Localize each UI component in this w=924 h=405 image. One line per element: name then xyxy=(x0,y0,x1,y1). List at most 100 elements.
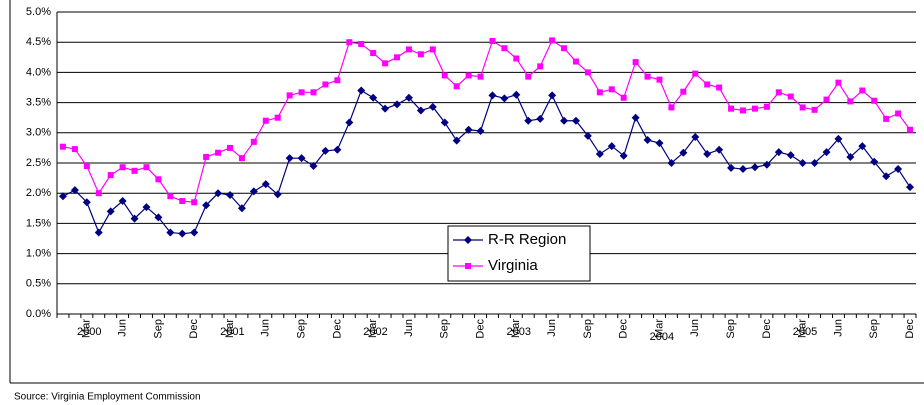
data-point xyxy=(214,189,223,198)
data-point xyxy=(847,98,854,105)
data-point xyxy=(680,88,687,95)
data-point xyxy=(572,58,579,65)
x-tick-label: Sep xyxy=(439,319,451,339)
data-point xyxy=(358,41,365,48)
data-point xyxy=(643,136,652,145)
data-point xyxy=(751,105,758,112)
data-point xyxy=(285,154,294,163)
data-point xyxy=(500,94,509,103)
data-point xyxy=(393,100,402,109)
data-point xyxy=(798,159,807,167)
data-point xyxy=(739,165,748,174)
data-point xyxy=(775,89,782,96)
data-point xyxy=(179,198,186,205)
data-point xyxy=(763,103,770,110)
x-tick-label: Mar xyxy=(653,319,665,338)
data-point xyxy=(786,151,795,160)
data-point xyxy=(607,142,616,151)
data-point xyxy=(656,76,663,83)
data-point xyxy=(309,162,318,171)
data-point xyxy=(95,190,102,197)
data-point xyxy=(513,55,520,62)
x-tick-label: Sep xyxy=(582,319,594,339)
data-point xyxy=(297,154,306,163)
x-tick-label: Jun xyxy=(689,319,701,337)
legend-label: Virginia xyxy=(488,257,538,274)
data-point xyxy=(58,192,67,201)
data-point xyxy=(381,104,390,113)
x-tick-label: Mar xyxy=(81,319,93,338)
x-tick-label: Sep xyxy=(725,319,737,339)
data-point xyxy=(774,148,783,157)
data-point xyxy=(561,45,568,52)
x-tick-label: Mar xyxy=(510,319,522,338)
data-point xyxy=(464,125,473,134)
data-point xyxy=(334,77,341,84)
data-point xyxy=(692,70,699,77)
x-tick-label: Dec xyxy=(474,319,486,339)
data-point xyxy=(571,116,580,125)
data-point xyxy=(70,186,79,195)
data-point xyxy=(441,72,448,79)
x-tick-label: Sep xyxy=(868,319,880,339)
data-point xyxy=(298,89,305,96)
data-point xyxy=(394,54,401,61)
data-point xyxy=(417,51,424,58)
data-point xyxy=(429,46,436,53)
y-tick-label: 1.5% xyxy=(26,217,51,229)
x-tick-label: Jun xyxy=(832,319,844,337)
data-point xyxy=(596,89,603,96)
data-point xyxy=(107,172,114,179)
data-point xyxy=(382,60,389,67)
data-point xyxy=(882,172,891,181)
data-point xyxy=(310,89,317,96)
data-point xyxy=(716,84,723,91)
data-point xyxy=(595,149,604,158)
data-point xyxy=(703,149,712,158)
data-point xyxy=(237,204,246,213)
data-point xyxy=(405,46,412,53)
data-point xyxy=(489,37,496,44)
data-point xyxy=(537,63,544,70)
data-point xyxy=(453,83,460,90)
data-point xyxy=(883,115,890,122)
data-point xyxy=(131,167,138,174)
x-tick-label: Mar xyxy=(367,319,379,338)
data-point xyxy=(620,94,627,101)
x-tick-label: Sep xyxy=(295,319,307,339)
year-label: 2000 xyxy=(77,326,101,338)
data-point xyxy=(799,104,806,111)
data-point xyxy=(608,86,615,93)
data-point xyxy=(895,110,902,117)
x-tick-label: Dec xyxy=(188,319,200,339)
data-point xyxy=(286,92,293,99)
data-point xyxy=(548,91,557,100)
data-point xyxy=(119,164,126,171)
data-point xyxy=(370,50,377,57)
y-tick-label: 0.5% xyxy=(26,278,51,290)
y-tick-label: 2.0% xyxy=(26,187,51,199)
data-point xyxy=(727,163,736,172)
data-point xyxy=(416,106,425,115)
data-point xyxy=(274,114,281,121)
data-point xyxy=(822,148,831,157)
data-point xyxy=(704,81,711,88)
data-point xyxy=(440,118,449,127)
data-point xyxy=(321,146,330,155)
data-point xyxy=(655,139,664,148)
data-point xyxy=(262,117,269,124)
y-tick-label: 1.0% xyxy=(26,248,51,260)
data-point xyxy=(740,107,747,114)
x-tick-label: Dec xyxy=(904,319,916,339)
data-point xyxy=(428,102,437,111)
data-point xyxy=(846,152,855,161)
data-point xyxy=(345,118,354,127)
data-point xyxy=(762,160,771,169)
data-point xyxy=(249,187,258,196)
x-tick-label: Mar xyxy=(224,319,236,338)
data-point xyxy=(322,81,329,88)
data-point xyxy=(501,45,508,52)
data-point xyxy=(191,199,198,206)
data-point xyxy=(225,191,234,200)
